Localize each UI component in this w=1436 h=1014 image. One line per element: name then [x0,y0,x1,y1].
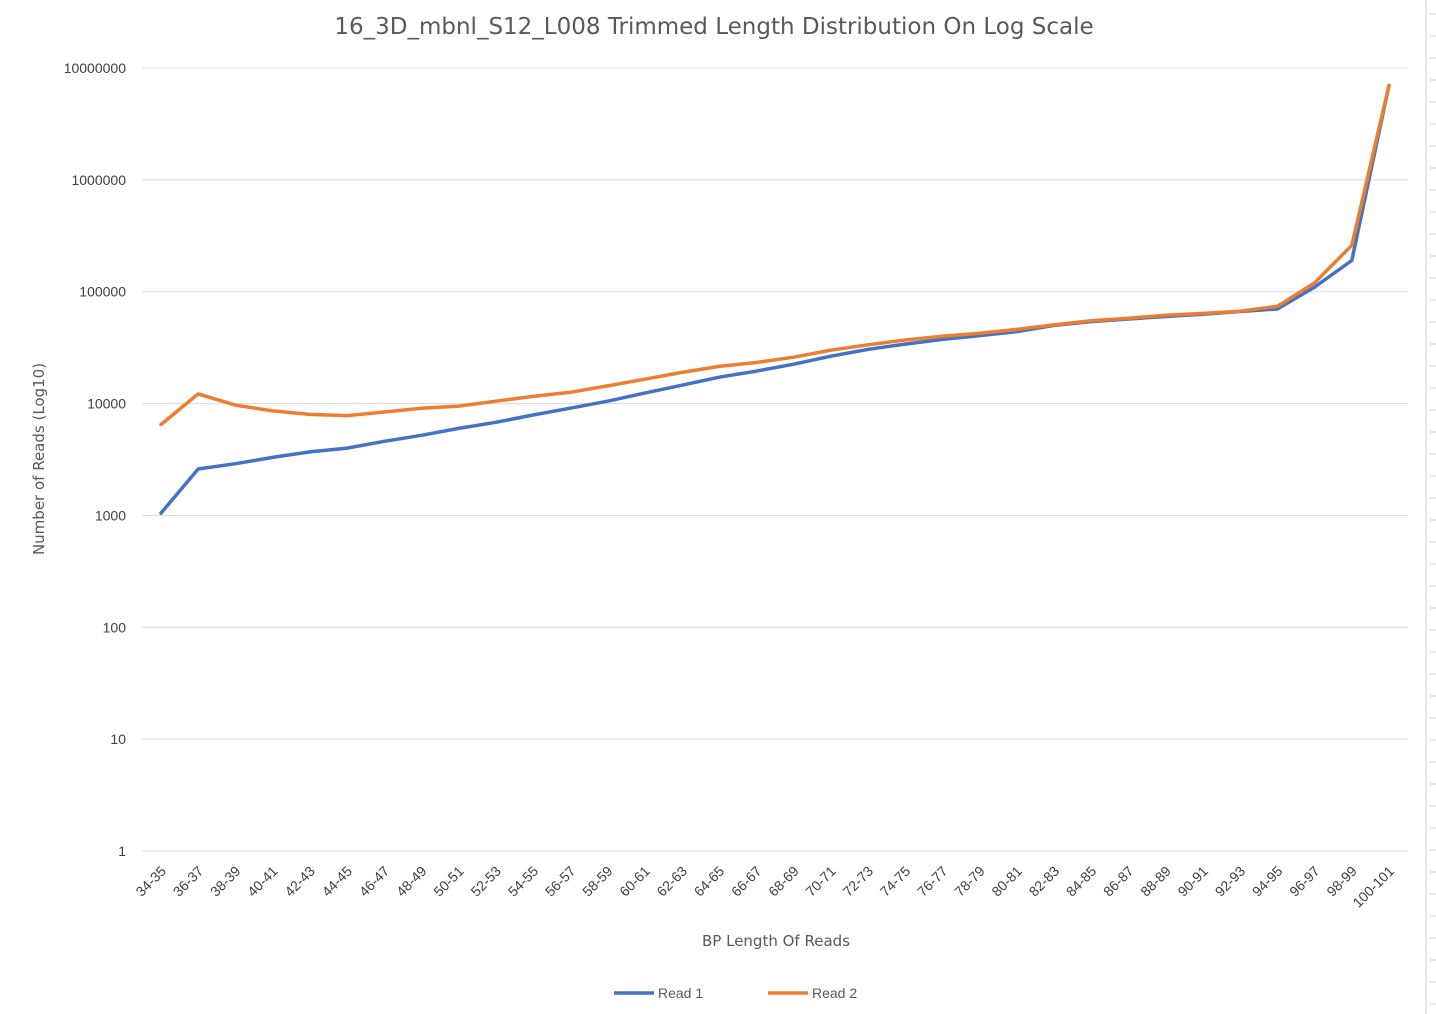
legend-label: Read 2 [812,985,857,1001]
y-axis-label: Number of Reads (Log10) [30,363,48,555]
series-lines [159,83,1391,515]
series-line-read-2 [159,83,1391,427]
y-tick-label: 10 [110,731,126,747]
legend-label: Read 1 [658,985,703,1001]
y-tick-label: 1000000 [71,172,126,188]
y-tick-label: 10000 [87,396,126,412]
y-tick-label: 10000000 [64,60,127,76]
sheet-edge-scrollbar [1425,0,1436,1014]
y-tick-label: 1 [118,843,126,859]
y-tick-label: 100 [103,619,127,635]
legend: Read 1 Read 2 [614,985,857,1001]
y-tick-label: 1000 [95,507,126,523]
gridlines [142,67,1408,852]
y-tick-label: 100000 [79,284,126,300]
y-axis-tick-labels: 1 10 100 1000 10000 100000 1000000 10000000 [64,60,127,859]
x-axis-label: BP Length Of Reads [702,932,850,950]
chart-title: 16_3D_mbnl_S12_L008 Trimmed Length Distr… [334,14,1093,40]
